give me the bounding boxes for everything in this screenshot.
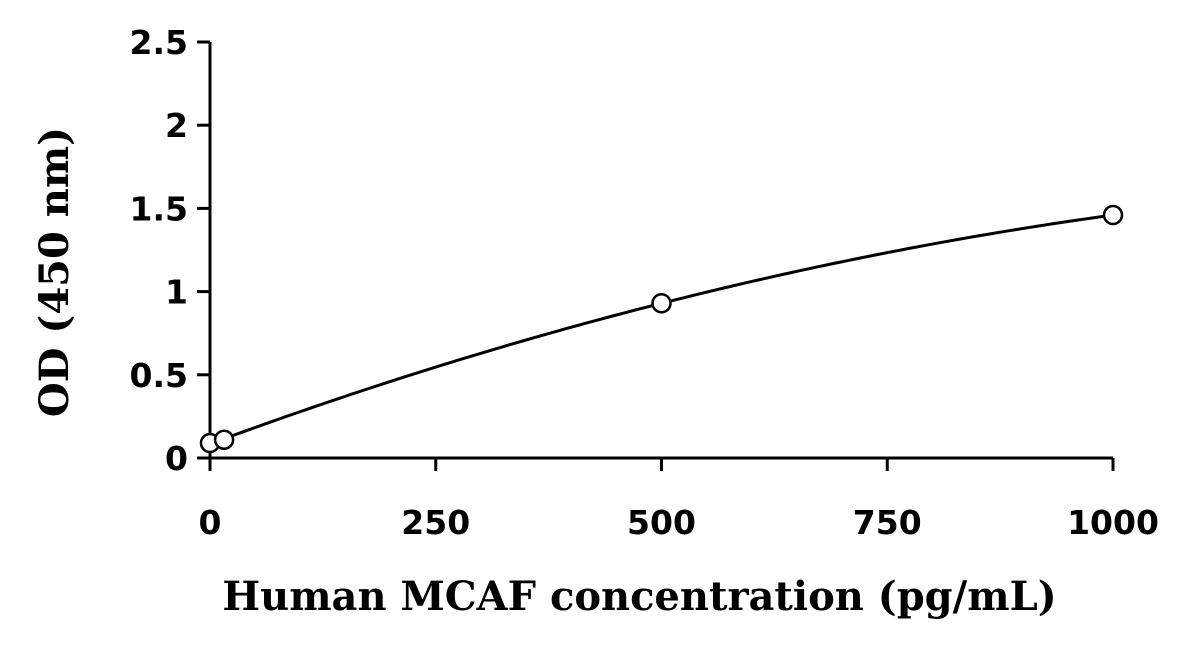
x-tick-label: 250 <box>401 503 470 542</box>
y-tick-label: 1 <box>165 273 188 312</box>
y-tick-label: 0.5 <box>130 356 188 395</box>
data-point <box>1102 204 1124 226</box>
y-axis-title: OD (450 nm) <box>31 127 78 417</box>
data-points <box>199 204 1124 454</box>
x-tick-label: 500 <box>627 503 696 542</box>
x-tick-label: 750 <box>853 503 922 542</box>
y-ticks: 0 0.5 1 1.5 2 2.5 <box>130 23 210 478</box>
x-ticks: 0 250 500 750 1000 <box>199 458 1159 542</box>
fit-curve-line <box>209 213 1114 446</box>
x-tick-label: 0 <box>199 503 222 542</box>
data-point <box>213 429 235 450</box>
data-point <box>651 292 672 314</box>
x-tick-label: 1000 <box>1067 503 1159 542</box>
y-tick-label: 2.5 <box>130 23 188 62</box>
y-tick-label: 2 <box>165 106 188 145</box>
y-tick-label: 1.5 <box>130 189 188 228</box>
x-axis-title: Human MCAF concentration (pg/mL) <box>222 573 1056 620</box>
y-tick-label: 0 <box>165 439 188 478</box>
